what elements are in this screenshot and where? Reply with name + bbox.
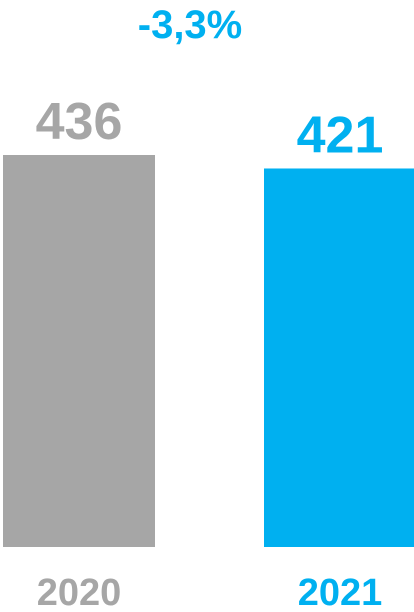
value-label-2020: 436 — [36, 93, 123, 151]
change-annotation: -3,3% — [138, 3, 243, 47]
category-label-2020: 2020 — [37, 572, 122, 612]
bar-2020 — [3, 155, 155, 547]
bar-2021 — [264, 168, 414, 547]
category-label-2021: 2021 — [298, 572, 383, 612]
value-label-2021: 421 — [297, 106, 384, 164]
